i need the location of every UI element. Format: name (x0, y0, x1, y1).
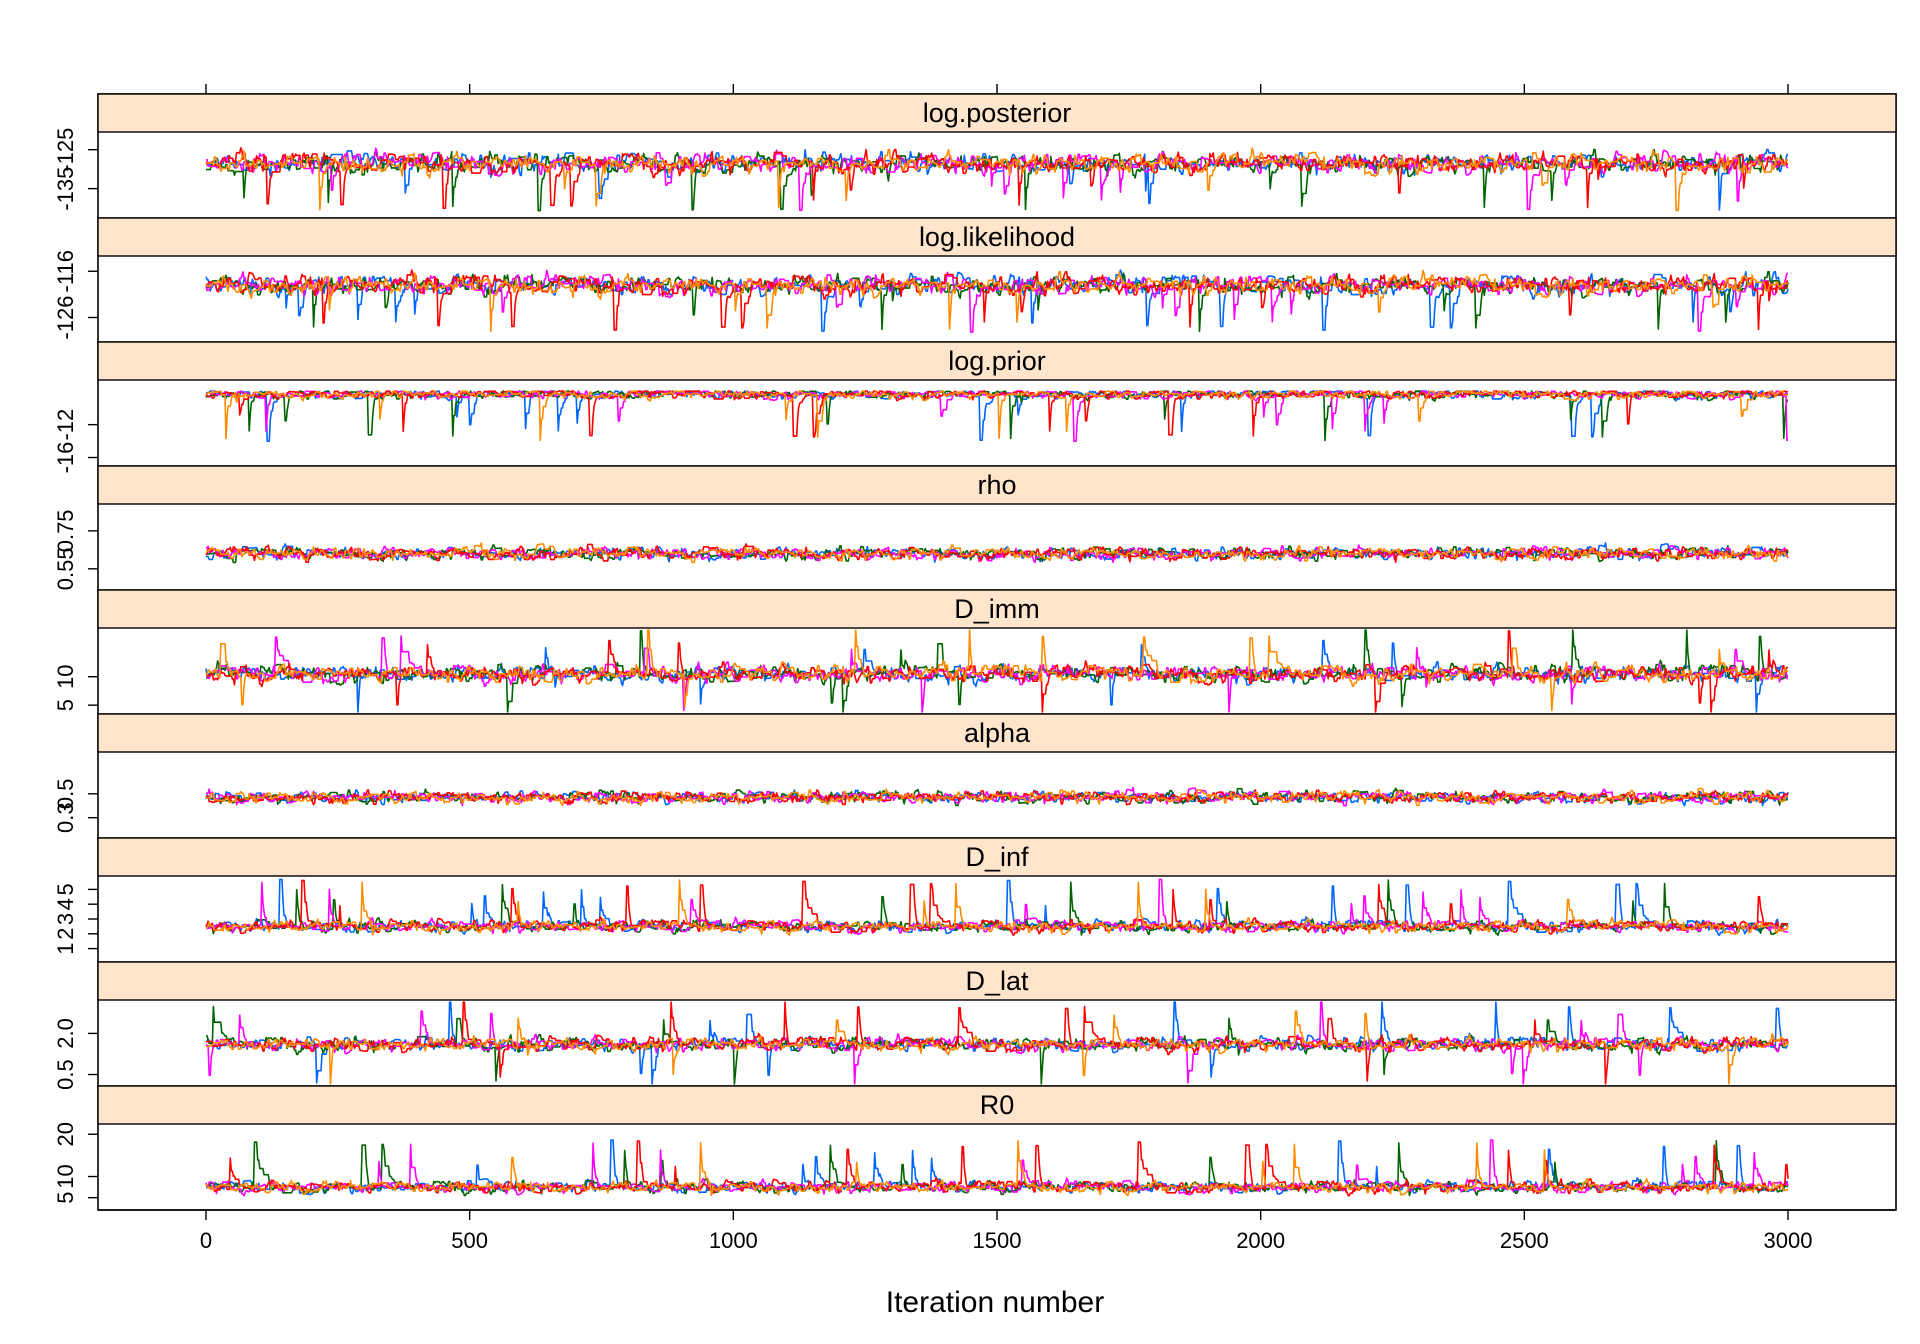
y-tick-label: 20 (53, 1122, 78, 1146)
chain-trace-5 (206, 787, 1788, 807)
panel-title: log.prior (948, 346, 1046, 376)
x-axis-label: Iteration number (886, 1286, 1104, 1319)
x-tick-label: 2000 (1236, 1228, 1285, 1253)
y-tick-label: -125 (53, 128, 78, 172)
chain-trace-2 (206, 270, 1789, 333)
panel-title: log.likelihood (919, 222, 1075, 252)
panel-log.likelihood: log.likelihood -126 -116 (53, 217, 1897, 343)
chain-trace-5 (205, 390, 1788, 442)
y-tick-label: -116 (53, 250, 78, 292)
panel-strip (97, 713, 1897, 753)
chain-trace-2 (205, 390, 1788, 442)
y-tick-label: 0.55 (53, 547, 78, 590)
panel-title: D_lat (965, 966, 1029, 996)
chain-trace-5 (206, 879, 1789, 937)
y-tick-label: 1 (53, 942, 78, 954)
chain-trace-4 (205, 147, 1788, 210)
y-tick-label: 5 (53, 883, 78, 895)
chain-trace-3 (205, 269, 1788, 333)
panel-strip (97, 837, 1897, 877)
panel-title: alpha (964, 718, 1031, 748)
panel-strip (97, 1085, 1897, 1125)
panel-log.prior: log.prior -16-12 (53, 341, 1897, 474)
panel-title: R0 (980, 1090, 1015, 1120)
chain-trace-1 (206, 390, 1788, 443)
y-tick-label: 10 (53, 1164, 78, 1188)
chain-trace-4 (206, 1140, 1789, 1197)
x-tick-label: 3000 (1764, 1228, 1813, 1253)
panel-alpha: alpha 0.30.5 (53, 713, 1897, 839)
chain-trace-5 (205, 1140, 1788, 1197)
chain-trace-5 (206, 629, 1789, 712)
panels-layer: log.posterior-135-125log.likelihood-126-… (53, 93, 1897, 1211)
chain-trace-3 (206, 635, 1788, 713)
y-tick-label: 5 (53, 699, 78, 711)
x-tick-label: 0 (200, 1228, 212, 1253)
y-tick-label: -16 (53, 442, 78, 474)
y-tick-label: 2 (53, 928, 78, 940)
panel-D_imm: D_imm 5 10 (53, 589, 1897, 715)
y-tick-label: -135 (53, 167, 78, 211)
panel-rho: rho 0.550.75 (53, 465, 1897, 591)
x-tick-label: 500 (451, 1228, 488, 1253)
y-tick-label: 0.3 (53, 802, 78, 833)
chain-trace-3 (205, 1139, 1789, 1197)
panel-title: D_inf (965, 842, 1029, 872)
y-tick-label: -126 (53, 295, 78, 339)
panel-strip (97, 341, 1897, 381)
panel-strip (97, 589, 1897, 629)
panel-strip (97, 465, 1897, 505)
x-axis: 0 500 1000 1500 2000 2500 3000 (200, 84, 1813, 1253)
y-tick-label: 3 (53, 913, 78, 925)
panel-title: D_imm (954, 594, 1040, 624)
x-tick-label: 1000 (709, 1228, 758, 1253)
chain-trace-4 (205, 789, 1788, 806)
chain-trace-4 (206, 269, 1788, 331)
chain-trace-5 (205, 147, 1788, 212)
panel-D_lat: D_lat 0.5 2.0 (53, 961, 1897, 1090)
x-tick-label: 1500 (973, 1228, 1022, 1253)
chain-trace-5 (206, 269, 1788, 333)
y-tick-label: -12 (53, 409, 78, 441)
panel-R0: R0 5 10 20 (53, 1085, 1897, 1211)
chain-trace-3 (206, 544, 1789, 564)
panel-strip (97, 961, 1897, 1001)
chain-trace-3 (205, 390, 1788, 443)
panel-title: log.posterior (923, 98, 1072, 128)
panel-title: rho (977, 470, 1016, 500)
chain-trace-1 (205, 269, 1789, 332)
y-tick-label: 10 (53, 664, 78, 688)
y-tick-label: 0.5 (53, 779, 78, 810)
chain-trace-5 (206, 1010, 1789, 1085)
chain-trace-5 (205, 542, 1788, 564)
panel-strip (97, 217, 1897, 257)
panel-D_inf: D_inf 1 2 3 4 5 (53, 837, 1897, 963)
y-tick-label: 4 (53, 898, 78, 910)
y-tick-label: 2.0 (53, 1018, 78, 1049)
panel-log.posterior: log.posterior -135-125 (53, 93, 1897, 219)
y-tick-label: 0.5 (53, 1059, 78, 1090)
chain-trace-4 (205, 879, 1789, 936)
y-tick-label: 5 (53, 1192, 78, 1204)
chain-trace-2 (206, 148, 1788, 212)
y-tick-label: 0.75 (53, 509, 78, 552)
x-tick-label: 2500 (1500, 1228, 1549, 1253)
